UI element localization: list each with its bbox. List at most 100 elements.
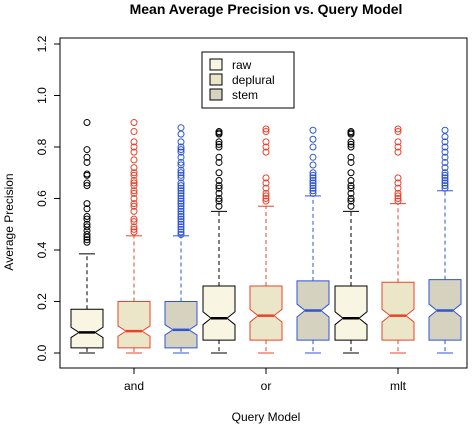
outlier-point <box>177 215 185 223</box>
y-tick-label: 1.0 <box>35 87 49 104</box>
outlier-point <box>177 146 185 154</box>
outlier-point <box>394 192 402 200</box>
outlier-point <box>177 231 185 239</box>
outlier-point <box>347 153 355 161</box>
outlier-point <box>347 184 355 192</box>
outlier-point <box>394 174 402 182</box>
outlier-point <box>441 182 449 190</box>
outlier-point <box>130 187 138 195</box>
outlier-point <box>130 143 138 151</box>
outlier-point <box>130 223 138 231</box>
outlier-point <box>83 153 91 161</box>
outlier-point <box>177 187 185 195</box>
outlier-point <box>130 202 138 210</box>
outlier-point <box>309 187 317 195</box>
legend-swatch-stem <box>209 88 223 101</box>
x-tick-label: mlt <box>390 379 407 393</box>
outlier-point <box>177 179 185 187</box>
outlier-point <box>177 223 185 231</box>
legend-swatch-deplural <box>209 73 223 86</box>
outlier-point <box>215 153 223 161</box>
outlier-point <box>347 202 355 210</box>
outlier-point <box>130 164 138 172</box>
outlier-point <box>83 158 91 166</box>
outlier-point <box>309 189 317 197</box>
outlier-point <box>309 182 317 190</box>
box-deplural-mlt <box>381 125 415 354</box>
outlier-point <box>394 197 402 205</box>
box-stem-and <box>164 124 198 354</box>
outlier-point <box>215 184 223 192</box>
outlier-point <box>441 138 449 146</box>
outlier-point <box>177 124 185 132</box>
outlier-point <box>215 197 223 205</box>
outlier-point <box>130 148 138 156</box>
y-tick-label: 0.8 <box>35 138 49 155</box>
legend-label-deplural: deplural <box>232 73 275 87</box>
outlier-point <box>215 182 223 190</box>
outlier-point <box>309 176 317 184</box>
outlier-point <box>309 174 317 182</box>
outlier-point <box>394 143 402 151</box>
legend-label-raw: raw <box>232 58 252 72</box>
outlier-point <box>177 174 185 182</box>
outlier-point <box>309 126 317 134</box>
box-body <box>164 301 198 349</box>
outlier-point <box>394 125 402 133</box>
outlier-point <box>130 138 138 146</box>
outlier-point <box>130 179 138 187</box>
outlier-point <box>83 231 91 239</box>
outlier-point <box>130 218 138 226</box>
outlier-point <box>347 130 355 138</box>
outlier-point <box>309 184 317 192</box>
outlier-point <box>83 171 91 179</box>
y-axis-label: Average Precision <box>2 173 16 270</box>
outlier-point <box>215 143 223 151</box>
outlier-point <box>215 158 223 166</box>
y-tick-label: 0.4 <box>35 241 49 258</box>
outlier-point <box>441 169 449 177</box>
outlier-point <box>177 143 185 151</box>
outlier-point <box>262 125 270 133</box>
outlier-point <box>130 156 138 164</box>
outlier-point <box>83 213 91 221</box>
box-body <box>334 285 368 341</box>
outlier-point <box>309 161 317 169</box>
outlier-point <box>177 148 185 156</box>
box-body <box>202 285 236 341</box>
outlier-point <box>309 153 317 161</box>
outlier-point <box>130 215 138 223</box>
outlier-point <box>177 218 185 226</box>
legend-swatch-raw <box>209 58 223 71</box>
outlier-point <box>130 128 138 136</box>
box-body <box>249 285 283 341</box>
outlier-point <box>177 138 185 146</box>
outlier-point <box>130 225 138 233</box>
chart-title: Mean Average Precision vs. Query Model <box>130 1 403 17</box>
outlier-point <box>130 189 138 197</box>
outlier-point <box>83 200 91 208</box>
outlier-point <box>309 135 317 143</box>
outlier-point <box>177 210 185 218</box>
x-tick-label: or <box>261 379 272 393</box>
outlier-point <box>347 195 355 202</box>
outlier-point <box>130 207 138 215</box>
outlier-point <box>441 148 449 156</box>
outlier-point <box>262 148 270 156</box>
outlier-point <box>83 233 91 241</box>
outlier-point <box>215 140 223 148</box>
outlier-point <box>347 143 355 151</box>
outlier-point <box>441 176 449 184</box>
outlier-point <box>130 171 138 179</box>
outlier-point <box>177 161 185 169</box>
outlier-point <box>394 138 402 146</box>
outlier-point <box>177 184 185 192</box>
box-deplural-and <box>117 119 151 354</box>
outlier-point <box>347 138 355 146</box>
outlier-point <box>177 228 185 236</box>
outlier-point <box>215 138 223 146</box>
plot-frame <box>59 37 468 369</box>
outlier-point <box>215 176 223 184</box>
outlier-point <box>130 200 138 208</box>
